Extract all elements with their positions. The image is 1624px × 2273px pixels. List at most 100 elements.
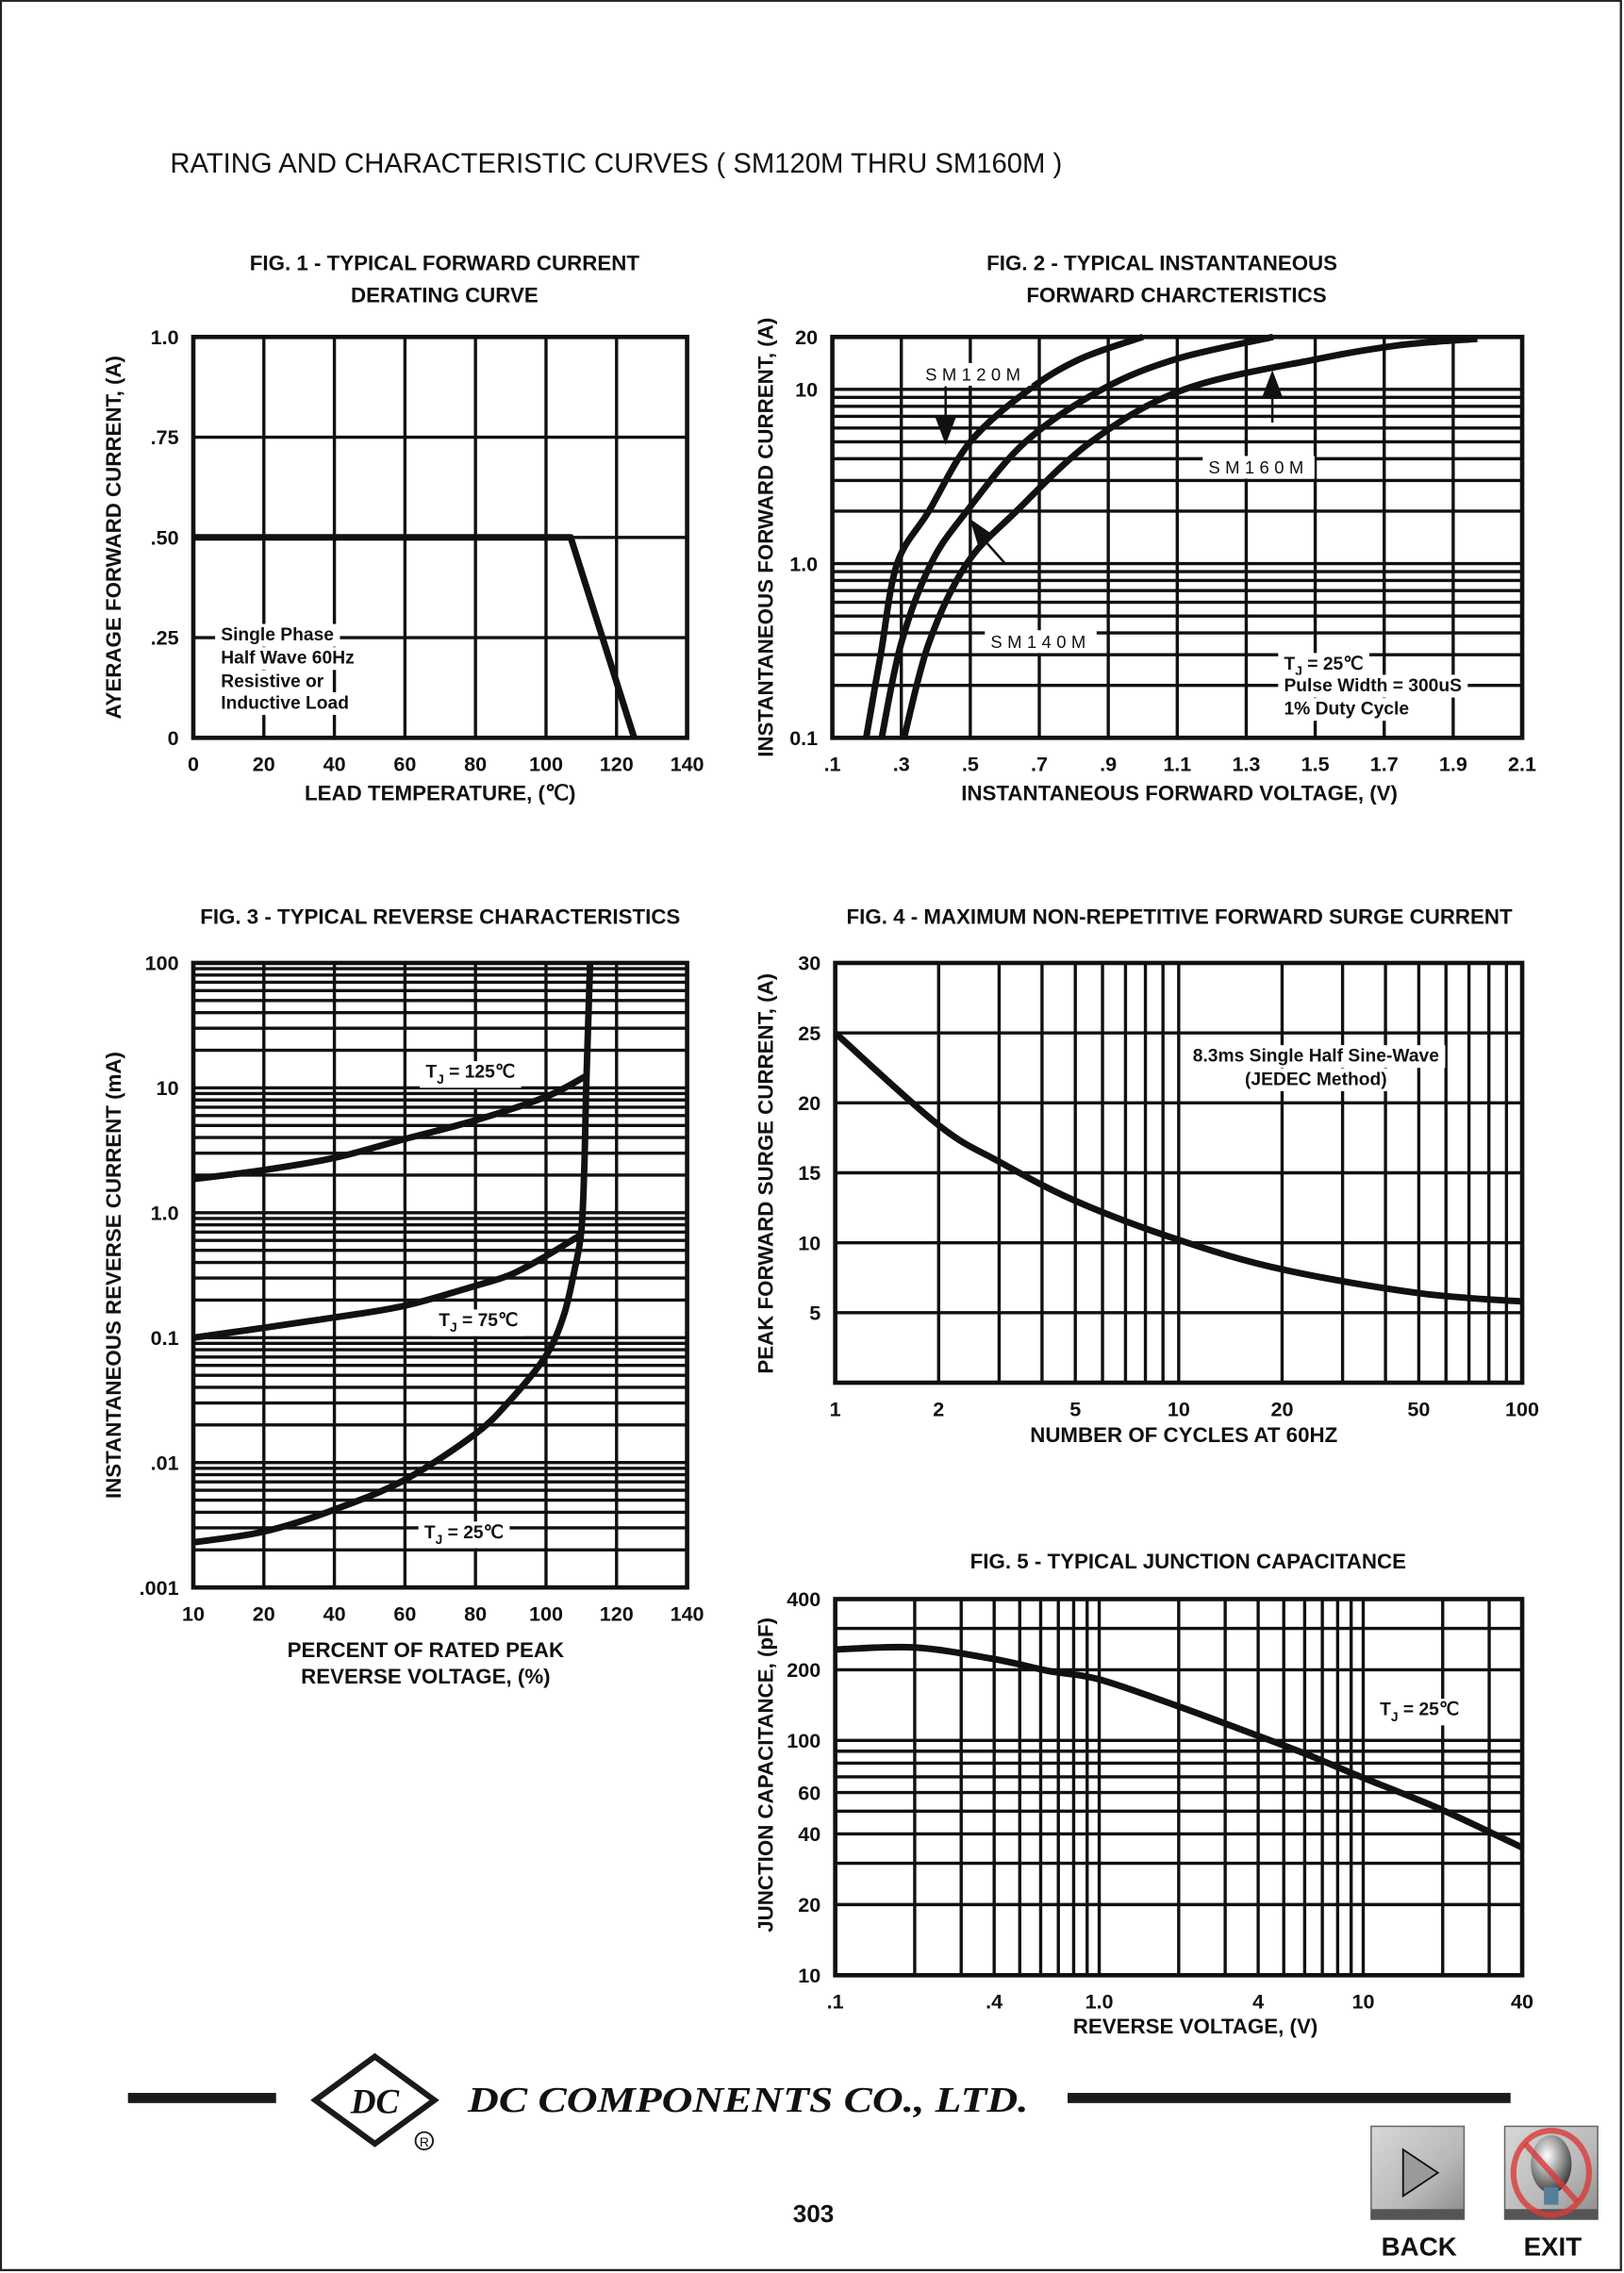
x-tick-label: 60 bbox=[393, 1602, 416, 1626]
x-tick-label: .3 bbox=[893, 753, 910, 776]
annotation-text: 1% Duty Cycle bbox=[1284, 700, 1409, 720]
x-tick-label: 80 bbox=[464, 753, 487, 776]
annotation-subscript: J bbox=[437, 1071, 444, 1087]
x-tick-label: 1.1 bbox=[1163, 753, 1191, 776]
y-tick-label: .01 bbox=[151, 1451, 179, 1474]
chart-annotation: 8.3ms Single Half Sine-Wave bbox=[1193, 1047, 1439, 1067]
x-tick-label: 120 bbox=[600, 753, 634, 776]
x-tick-label: .5 bbox=[962, 753, 979, 776]
x-tick-label: 140 bbox=[671, 753, 704, 776]
x-axis-title: PERCENT OF RATED PEAK bbox=[288, 1638, 564, 1662]
fig-3-chart: FIG. 3 - TYPICAL REVERSE CHARACTERISTICS… bbox=[102, 904, 704, 1687]
annotation-background bbox=[420, 1061, 522, 1088]
x-tick-label: 10 bbox=[182, 1602, 205, 1626]
x-tick-label: 1 bbox=[830, 1397, 841, 1420]
annotation-subscript: J bbox=[1295, 663, 1302, 678]
chart-annotation: Single Phase bbox=[221, 625, 334, 645]
y-tick-label: 0 bbox=[168, 726, 179, 750]
x-tick-label: 0 bbox=[188, 753, 199, 776]
x-tick-label: 120 bbox=[600, 1602, 634, 1626]
page-number: 303 bbox=[793, 2199, 835, 2228]
x-tick-label: 1.9 bbox=[1439, 753, 1467, 776]
chart-annotation: (JEDEC Method) bbox=[1245, 1070, 1387, 1089]
x-tick-label: .7 bbox=[1031, 753, 1048, 776]
x-axis-title: NUMBER OF CYCLES AT 60HZ bbox=[1030, 1423, 1337, 1447]
y-axis-title: JUNCTION CAPACITANCE, (pF) bbox=[754, 1618, 777, 1933]
annotation-arrows bbox=[935, 370, 1284, 565]
y-tick-label: 400 bbox=[787, 1587, 820, 1611]
exit-button[interactable]: EXIT bbox=[1503, 2125, 1599, 2262]
y-tick-label: 100 bbox=[145, 952, 179, 975]
annotation-text: T bbox=[425, 1063, 437, 1083]
x-axis-title: INSTANTANEOUS FORWARD VOLTAGE, (V) bbox=[961, 782, 1398, 805]
play-triangle-icon bbox=[1401, 2148, 1440, 2198]
chart-annotation: TJ = 25℃ bbox=[1284, 655, 1363, 678]
series-line-sm140m bbox=[878, 333, 1274, 738]
annotation-background bbox=[1278, 674, 1468, 698]
annotation-background bbox=[1373, 1699, 1466, 1726]
chart-annotation: TJ = 25℃ bbox=[1380, 1701, 1459, 1724]
y-tick-label: 20 bbox=[798, 1091, 820, 1115]
x-tick-label: 20 bbox=[253, 1602, 275, 1626]
annotation-background bbox=[919, 362, 1032, 387]
series-line-tj25 bbox=[192, 962, 594, 1546]
back-button[interactable]: BACK bbox=[1370, 2125, 1466, 2262]
no-entry-icon bbox=[1510, 2128, 1592, 2218]
x-tick-label: .1 bbox=[824, 753, 841, 776]
y-tick-label: 20 bbox=[795, 325, 818, 349]
chart-annotation: Resistive or bbox=[221, 672, 324, 691]
y-tick-label: .25 bbox=[151, 626, 179, 650]
annotation-subscript: J bbox=[436, 1532, 443, 1547]
chart-annotation: SM160M bbox=[1208, 457, 1308, 477]
chart-title: DERATING CURVE bbox=[351, 283, 539, 307]
y-tick-label: 10 bbox=[157, 1076, 179, 1100]
plot-frame bbox=[191, 960, 689, 1590]
chart-annotation: SM120M bbox=[925, 364, 1025, 384]
chart-annotation: TJ = 75℃ bbox=[439, 1311, 518, 1335]
y-tick-label: .50 bbox=[151, 525, 179, 549]
series-line-tj125 bbox=[192, 1073, 587, 1183]
x-tick-label: 1.5 bbox=[1301, 753, 1330, 776]
x-tick-label: 140 bbox=[671, 1602, 704, 1626]
y-tick-label: 1.0 bbox=[789, 552, 818, 575]
light-bulb-icon bbox=[1531, 2134, 1572, 2194]
x-tick-label: 10 bbox=[1352, 1990, 1375, 2014]
annotation-text: = 125℃ bbox=[444, 1063, 516, 1083]
chart-annotation: Pulse Width = 300uS bbox=[1284, 676, 1462, 696]
annotation-background bbox=[215, 623, 340, 647]
x-tick-label: 5 bbox=[1069, 1397, 1081, 1420]
exit-label[interactable]: EXIT bbox=[1524, 2232, 1583, 2262]
annotation-text: Pulse Width = 300uS bbox=[1284, 676, 1462, 696]
charts: FIG. 1 - TYPICAL FORWARD CURRENT DERATING… bbox=[102, 251, 1539, 2037]
chart-annotation: Half Wave 60Hz bbox=[221, 649, 354, 669]
grid bbox=[833, 961, 1524, 1384]
series-line-sm160m bbox=[901, 335, 1478, 739]
chart-title: FIG. 4 - MAXIMUM NON-REPETITIVE FORWARD … bbox=[847, 904, 1514, 928]
y-axis-title: INSTANTANEOUS FORWARD CURRENT, (A) bbox=[754, 318, 777, 757]
annotation-background bbox=[215, 647, 360, 671]
x-tick-label: .1 bbox=[827, 1990, 844, 2014]
x-tick-label: 100 bbox=[529, 1602, 563, 1626]
x-axis-title: LEAD TEMPERATURE, (℃) bbox=[305, 782, 575, 805]
plot-frame bbox=[830, 334, 1525, 740]
annotation-text: T bbox=[1284, 655, 1295, 674]
annotation-text: T bbox=[439, 1311, 450, 1331]
annotation-text: T bbox=[1380, 1701, 1391, 1720]
y-tick-label: 15 bbox=[798, 1161, 820, 1185]
fig-1-chart: FIG. 1 - TYPICAL FORWARD CURRENT DERATING… bbox=[102, 251, 704, 805]
annotation-text: = 25℃ bbox=[1399, 1701, 1460, 1720]
y-tick-label: 1.0 bbox=[151, 325, 179, 349]
x-tick-label: 20 bbox=[1270, 1397, 1293, 1420]
fig-4-chart: FIG. 4 - MAXIMUM NON-REPETITIVE FORWARD … bbox=[754, 904, 1539, 1447]
x-tick-label: 4 bbox=[1252, 1990, 1264, 2014]
back-label[interactable]: BACK bbox=[1382, 2232, 1457, 2262]
annotation-text: Inductive Load bbox=[221, 693, 349, 713]
annotation-text: = 75℃ bbox=[457, 1311, 519, 1331]
x-tick-label: 1.7 bbox=[1370, 753, 1399, 776]
x-tick-label: 50 bbox=[1407, 1397, 1430, 1420]
y-axis-title: AYERAGE FORWARD CURRENT, (A) bbox=[102, 356, 125, 720]
arrow-diagonal-icon bbox=[981, 536, 1006, 565]
annotation-background bbox=[215, 691, 356, 716]
x-tick-label: .9 bbox=[1100, 753, 1117, 776]
annotation-text: (JEDEC Method) bbox=[1245, 1070, 1387, 1089]
